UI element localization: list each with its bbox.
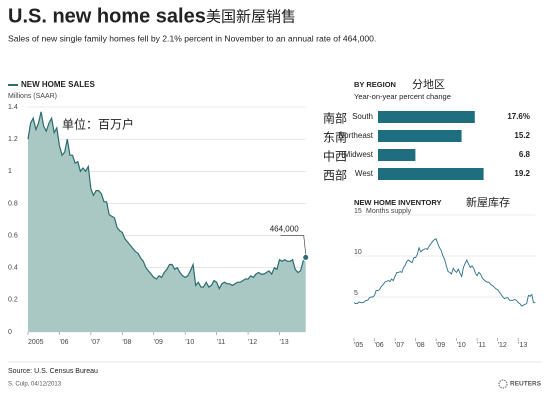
y-tick-label: 0.4 <box>8 265 18 272</box>
y-tick-label: 0.6 <box>8 232 18 239</box>
chart-subtitle: Year-on-year percent change <box>354 92 451 101</box>
x-tick-label: 2005 <box>28 339 44 346</box>
bar <box>378 111 475 123</box>
source: Source: U.S. Census Bureau <box>8 368 98 375</box>
x-tick-label: '06 <box>375 342 384 349</box>
x-tick-label: '11 <box>477 342 486 349</box>
y-axis-label: Millions (SAAR) <box>8 93 57 100</box>
category-label-zh: 南部 <box>323 111 347 126</box>
y-tick-label: 1.4 <box>8 104 18 111</box>
subtitle: Sales of new single family homes fell by… <box>8 33 376 43</box>
x-tick-label: '07 <box>91 339 100 346</box>
value-label: 17.6% <box>507 112 530 121</box>
y-tick-label: 10 <box>354 249 362 256</box>
y-axis-label: Months supply <box>366 208 412 215</box>
chart-title: BY REGION <box>354 80 396 89</box>
x-tick-label: '12 <box>248 339 257 346</box>
chart-title: NEW HOME INVENTORY <box>354 198 442 207</box>
value-label: 19.2 <box>514 169 530 178</box>
x-tick-label: '07 <box>395 342 404 349</box>
category-label-zh: 西部 <box>323 168 347 183</box>
x-tick-label: '10 <box>457 342 466 349</box>
category-label: South <box>352 112 373 121</box>
x-tick-label: '09 <box>154 339 163 346</box>
y-tick-label: 0.2 <box>8 297 18 304</box>
x-tick-label: '10 <box>185 339 194 346</box>
x-tick-label: '11 <box>217 339 226 346</box>
category-label: West <box>355 169 374 178</box>
category-label-zh: 中西 <box>323 149 347 164</box>
legend-label: NEW HOME SALES <box>21 80 95 89</box>
x-tick-label: '09 <box>436 342 445 349</box>
y-tick-label: 15 <box>354 208 362 215</box>
y-tick-label: 1 <box>8 168 12 175</box>
x-tick-label: '05 <box>354 342 363 349</box>
title: U.S. new home sales <box>8 5 206 27</box>
x-tick-label: '12 <box>498 342 507 349</box>
x-tick-label: '13 <box>518 342 527 349</box>
title-zh: 美国新屋销售 <box>206 8 296 26</box>
value-label: 15.2 <box>514 131 530 140</box>
bar <box>378 149 416 161</box>
logo: REUTERS <box>510 381 542 388</box>
credit: S. Culp, 04/12/2013 <box>8 382 62 388</box>
line <box>353 238 536 307</box>
last-point <box>302 253 310 261</box>
x-tick-label: '08 <box>416 342 425 349</box>
y-tick-label: 0 <box>8 329 12 336</box>
annotation-leader <box>303 235 307 255</box>
x-tick-label: '13 <box>280 339 289 346</box>
area <box>28 111 306 332</box>
category-label-zh: 东南 <box>323 130 347 145</box>
y-tick-label: 0.8 <box>8 200 18 207</box>
annotation: 464,000 <box>270 225 299 234</box>
value-label: 6.8 <box>519 150 531 159</box>
y-tick-label: 1.2 <box>8 136 18 143</box>
bar <box>378 130 462 142</box>
x-tick-label: '08 <box>122 339 131 346</box>
category-label: Northeast <box>338 131 373 140</box>
chart-title-zh: 新屋库存 <box>466 195 510 209</box>
bar <box>378 168 484 180</box>
line <box>27 111 307 290</box>
category-label: Midwest <box>344 150 374 159</box>
logo-icon <box>498 379 508 389</box>
x-tick-label: '06 <box>59 339 68 346</box>
unit-note: 单位：百万户 <box>62 117 134 132</box>
chart-title-zh: 分地区 <box>412 78 445 91</box>
y-tick-label: 5 <box>354 290 358 297</box>
